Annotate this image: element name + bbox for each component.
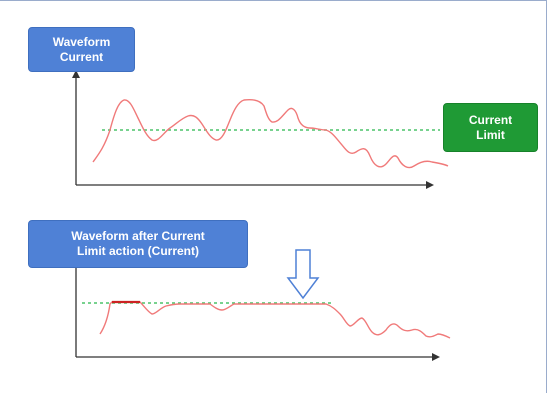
current-waveform xyxy=(92,98,449,169)
frame-border-top xyxy=(0,0,547,1)
waveform-after-current-limit-label: Waveform after Current Limit action (Cur… xyxy=(28,220,248,268)
current-limit-label: Current Limit xyxy=(443,103,538,152)
waveform-current-label: Waveform Current xyxy=(28,27,135,72)
limited-waveform xyxy=(99,301,451,339)
hollow-down-arrow-icon xyxy=(286,249,320,300)
